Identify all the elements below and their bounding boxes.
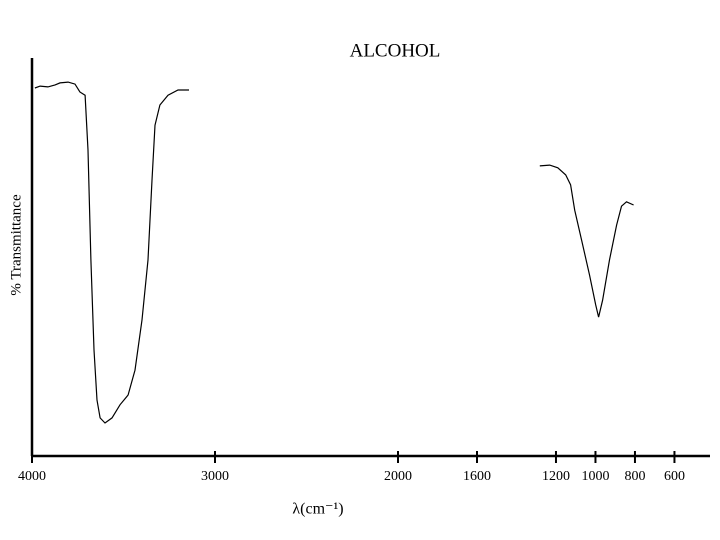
x-tick-label: 1200 xyxy=(542,469,570,484)
x-axis-label: λ(cm⁻¹) xyxy=(292,501,343,518)
y-axis-label: % Transmittance xyxy=(8,194,24,296)
x-tick-label: 1000 xyxy=(581,469,609,484)
spectrum-line xyxy=(34,81,634,424)
x-tick-label: 4000 xyxy=(18,469,46,484)
x-tick-label: 1600 xyxy=(463,469,491,484)
x-tick-label: 600 xyxy=(664,469,685,484)
x-tick-label: 800 xyxy=(624,469,645,484)
x-tick-label: 3000 xyxy=(201,469,229,484)
x-tick-label: 2000 xyxy=(384,469,412,484)
chart-title: ALCOHOL xyxy=(350,40,441,61)
